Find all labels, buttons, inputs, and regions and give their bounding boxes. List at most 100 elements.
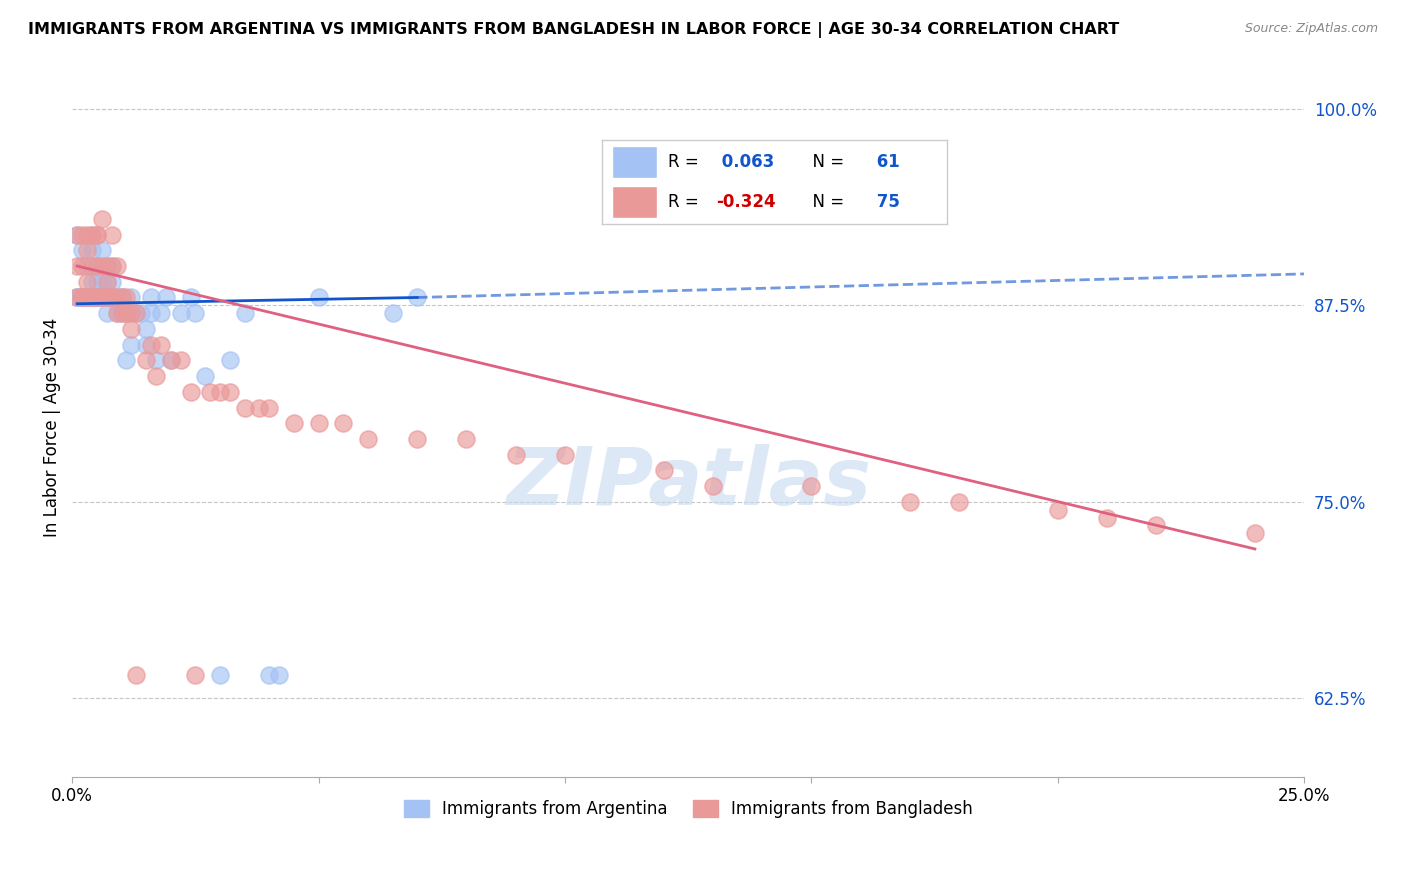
Point bbox=[90, 291, 112, 305]
Point bbox=[96, 259, 118, 273]
Point bbox=[194, 369, 217, 384]
Text: IMMIGRANTS FROM ARGENTINA VS IMMIGRANTS FROM BANGLADESH IN LABOR FORCE | AGE 30-: IMMIGRANTS FROM ARGENTINA VS IMMIGRANTS … bbox=[28, 22, 1119, 38]
Point bbox=[96, 275, 118, 289]
Point bbox=[259, 401, 281, 415]
Point bbox=[66, 291, 89, 305]
Point bbox=[120, 306, 142, 320]
Point bbox=[110, 306, 132, 320]
Point bbox=[115, 306, 138, 320]
Point bbox=[86, 259, 108, 273]
Point bbox=[105, 259, 128, 273]
Point bbox=[96, 275, 118, 289]
Point bbox=[145, 353, 167, 368]
Point bbox=[115, 291, 138, 305]
Point bbox=[70, 291, 93, 305]
Point bbox=[179, 384, 201, 399]
Point bbox=[90, 291, 112, 305]
Point bbox=[100, 291, 122, 305]
Point bbox=[76, 291, 98, 305]
Point bbox=[110, 306, 132, 320]
Point bbox=[184, 667, 207, 681]
Point bbox=[86, 291, 108, 305]
Point bbox=[86, 227, 108, 242]
Point bbox=[66, 227, 89, 242]
Point bbox=[233, 306, 256, 320]
Point bbox=[169, 306, 191, 320]
Point bbox=[105, 306, 128, 320]
Point bbox=[100, 259, 122, 273]
Point bbox=[76, 291, 98, 305]
Point bbox=[100, 291, 122, 305]
Point bbox=[308, 291, 330, 305]
Point bbox=[702, 479, 724, 493]
Point bbox=[110, 291, 132, 305]
Point bbox=[100, 275, 122, 289]
Point bbox=[406, 432, 429, 446]
Point bbox=[96, 306, 118, 320]
Point bbox=[139, 291, 162, 305]
Point bbox=[139, 306, 162, 320]
Point bbox=[66, 227, 89, 242]
Legend: Immigrants from Argentina, Immigrants from Bangladesh: Immigrants from Argentina, Immigrants fr… bbox=[396, 793, 980, 824]
Point bbox=[80, 291, 103, 305]
Point bbox=[115, 306, 138, 320]
Point bbox=[110, 291, 132, 305]
Point bbox=[308, 416, 330, 430]
Point bbox=[332, 416, 354, 430]
Point bbox=[149, 337, 172, 351]
Point bbox=[155, 291, 177, 305]
Point bbox=[90, 244, 112, 258]
Point bbox=[1095, 510, 1118, 524]
Point bbox=[219, 384, 242, 399]
Point bbox=[219, 353, 242, 368]
Point bbox=[96, 259, 118, 273]
Point bbox=[105, 291, 128, 305]
Point bbox=[135, 322, 157, 336]
Point bbox=[1144, 518, 1167, 533]
Point bbox=[66, 259, 89, 273]
Point bbox=[269, 667, 291, 681]
Point bbox=[76, 291, 98, 305]
Point bbox=[66, 291, 89, 305]
Point bbox=[86, 291, 108, 305]
Point bbox=[76, 275, 98, 289]
Point bbox=[80, 227, 103, 242]
Point bbox=[70, 291, 93, 305]
Point bbox=[129, 306, 152, 320]
Point bbox=[86, 227, 108, 242]
Point bbox=[86, 291, 108, 305]
Point bbox=[70, 291, 93, 305]
Point bbox=[100, 291, 122, 305]
Point bbox=[96, 291, 118, 305]
Point bbox=[800, 479, 823, 493]
Point bbox=[283, 416, 305, 430]
Point bbox=[80, 291, 103, 305]
Point bbox=[100, 227, 122, 242]
Point bbox=[125, 667, 148, 681]
Point bbox=[184, 306, 207, 320]
Point bbox=[554, 448, 576, 462]
Point bbox=[249, 401, 271, 415]
Point bbox=[169, 353, 191, 368]
Point bbox=[139, 337, 162, 351]
Point bbox=[149, 306, 172, 320]
Point bbox=[209, 384, 232, 399]
Point bbox=[70, 291, 93, 305]
Point bbox=[100, 291, 122, 305]
Point bbox=[135, 337, 157, 351]
Point bbox=[70, 244, 93, 258]
Point bbox=[120, 322, 142, 336]
Point bbox=[110, 291, 132, 305]
Point bbox=[406, 291, 429, 305]
Point bbox=[381, 306, 404, 320]
Point bbox=[948, 495, 970, 509]
Point bbox=[66, 291, 89, 305]
Point bbox=[80, 227, 103, 242]
Point bbox=[76, 291, 98, 305]
Point bbox=[80, 291, 103, 305]
Point bbox=[80, 244, 103, 258]
Point bbox=[90, 291, 112, 305]
Point bbox=[80, 291, 103, 305]
Point bbox=[120, 291, 142, 305]
Text: Source: ZipAtlas.com: Source: ZipAtlas.com bbox=[1244, 22, 1378, 36]
